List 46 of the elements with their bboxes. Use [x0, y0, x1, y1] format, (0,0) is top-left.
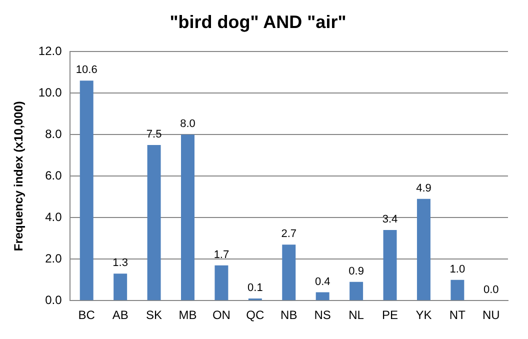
data-label: 0.1 — [248, 282, 263, 294]
data-label: 0.9 — [348, 265, 364, 278]
x-tick-label: SK — [146, 308, 162, 322]
bar — [114, 274, 128, 300]
y-tick-label: 12.0 — [38, 44, 62, 58]
x-tick-label: QC — [246, 308, 264, 322]
data-label: 4.9 — [416, 182, 432, 194]
data-label: 10.6 — [76, 64, 98, 76]
data-label: 1.3 — [112, 257, 128, 270]
y-tick-label: 4.0 — [45, 210, 62, 224]
data-label: 1.0 — [450, 263, 466, 276]
x-tick-label: PE — [382, 308, 398, 322]
data-label: 7.5 — [146, 128, 162, 141]
bar — [80, 80, 94, 300]
y-tick-label: 2.0 — [45, 251, 62, 266]
bar — [350, 282, 364, 300]
y-tick-label: 10.0 — [38, 85, 62, 100]
x-tick-label: NB — [280, 308, 298, 322]
x-tick-label: NU — [482, 308, 500, 322]
chart-title: "bird dog" AND "air" — [170, 12, 346, 32]
x-tick-label: NT — [449, 308, 466, 322]
x-tick-label: AB — [112, 308, 128, 322]
data-label: 2.7 — [281, 228, 297, 240]
y-tick-label: 6.0 — [45, 168, 62, 182]
bar — [316, 292, 330, 300]
data-label: 0.0 — [483, 284, 499, 296]
y-tick-label: 8.0 — [45, 126, 62, 141]
bar — [383, 230, 397, 300]
x-tick-label: NS — [314, 308, 331, 322]
data-label: 3.4 — [382, 214, 398, 226]
x-tick-label: BC — [78, 308, 96, 322]
data-label: 1.7 — [214, 248, 230, 261]
x-tick-label: ON — [212, 308, 230, 322]
x-tick-label: MB — [178, 308, 197, 322]
bar — [214, 265, 228, 300]
bar — [450, 280, 464, 300]
y-axis-title: Frequency index (x10,000) — [12, 101, 26, 252]
bar — [282, 244, 296, 300]
x-tick-label: NL — [348, 308, 364, 322]
bar — [181, 134, 194, 300]
x-tick-label: YK — [416, 308, 432, 322]
y-tick-label: 0.0 — [45, 292, 62, 307]
data-label: 0.4 — [314, 276, 330, 288]
bar — [147, 144, 161, 300]
data-label: 8.0 — [180, 118, 196, 130]
bar — [416, 198, 430, 300]
